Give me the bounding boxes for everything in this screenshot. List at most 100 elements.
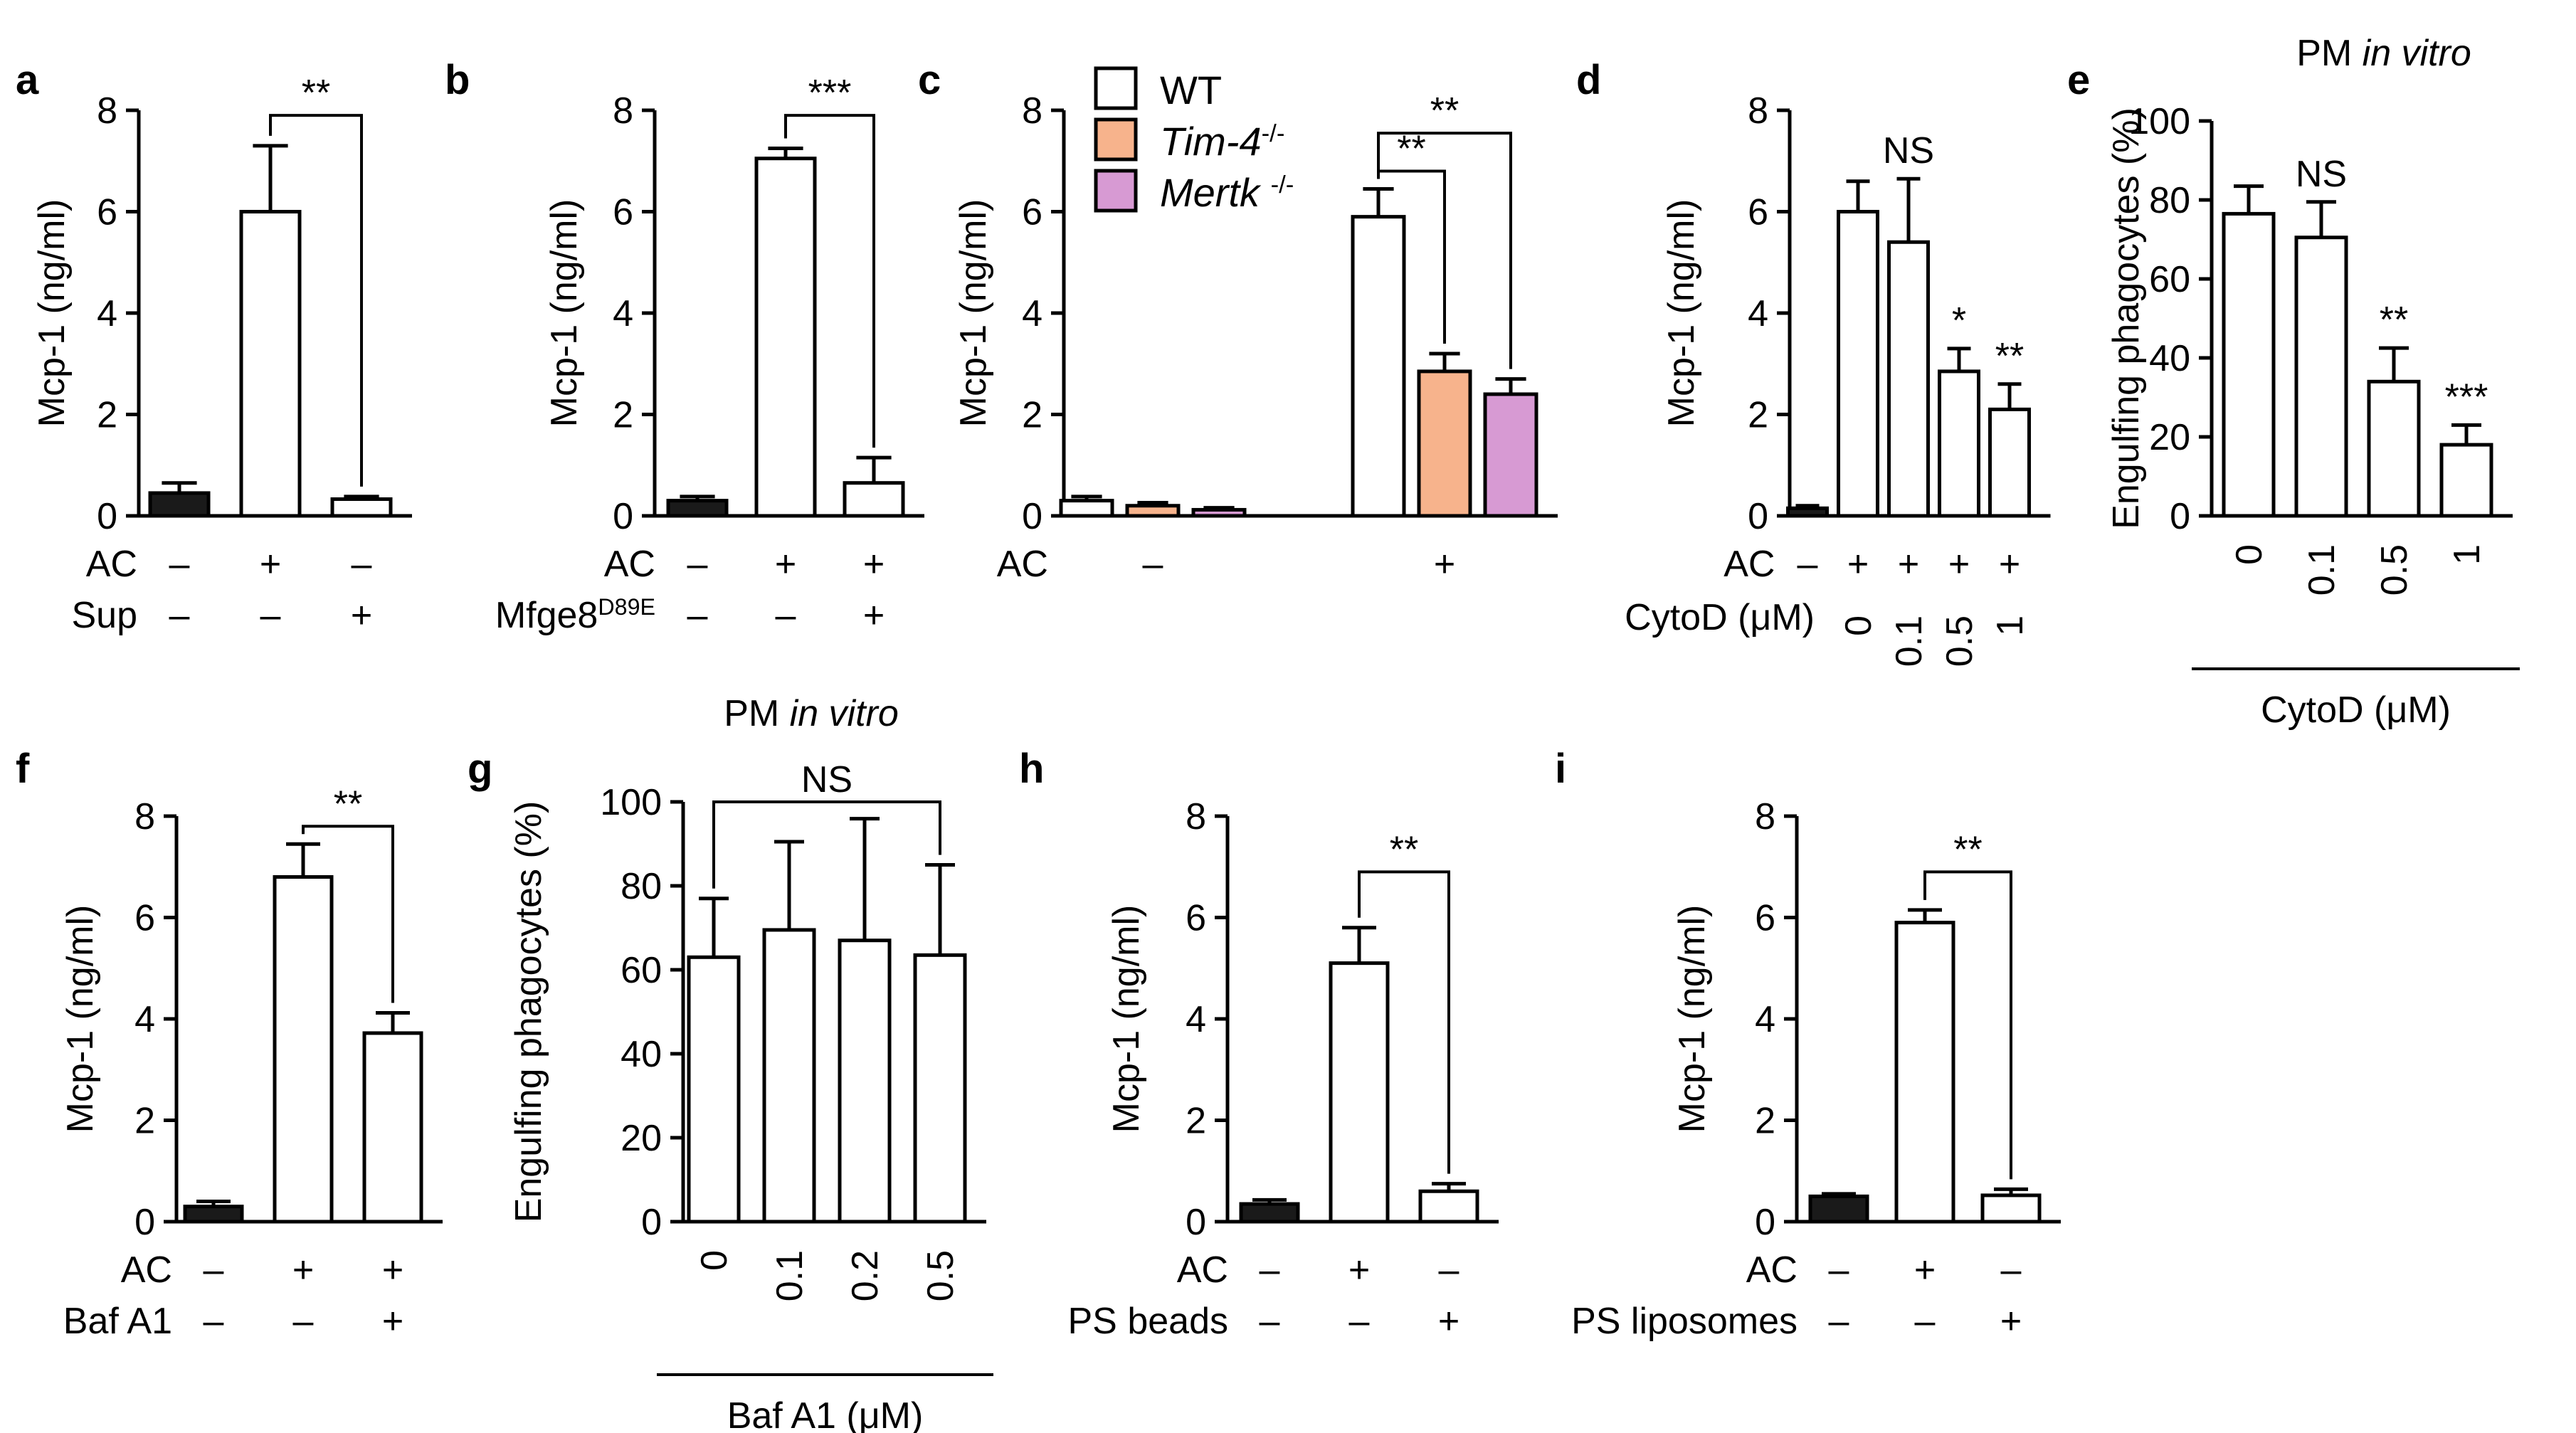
bar xyxy=(1483,392,1538,518)
condition-label: PS liposomes xyxy=(1571,1301,1798,1342)
y-tick-label: 60 xyxy=(2149,259,2190,300)
condition-sign: – xyxy=(204,1301,224,1342)
y-tick-label: 8 xyxy=(1755,796,1775,837)
panel-letter: b xyxy=(445,57,470,103)
condition-sign: – xyxy=(687,595,708,636)
condition-sign: – xyxy=(1915,1301,1936,1342)
condition-label: AC xyxy=(997,544,1048,585)
bar xyxy=(1417,369,1472,518)
significance-bracket xyxy=(1923,870,2012,1180)
condition-label: AC xyxy=(1746,1249,1798,1291)
x-tick-label: 0.1 xyxy=(769,1250,811,1301)
label-part: PM xyxy=(2296,33,2362,74)
x-axis-label: Baf A1 (μM) xyxy=(727,1395,924,1433)
significance-label: NS xyxy=(801,759,852,800)
y-axis-label: Mcp-1 (ng/ml) xyxy=(953,199,994,428)
condition-sign: + xyxy=(2000,1301,2022,1342)
x-tick-label: 0 xyxy=(694,1250,735,1271)
label-part: WT xyxy=(1160,68,1222,112)
bar-significance: NS xyxy=(2296,154,2347,195)
bar xyxy=(1887,240,1930,518)
y-axis-label: Mcp-1 (ng/ml) xyxy=(1672,905,1713,1133)
significance-label: ** xyxy=(302,73,330,114)
label-part: Tim-4 xyxy=(1160,119,1262,164)
y-axis-label: Engulfing phagocytes (%) xyxy=(508,801,549,1223)
y-tick-label: 4 xyxy=(1748,293,1768,334)
panel-letter: e xyxy=(2067,57,2090,103)
panel-letter: d xyxy=(1576,57,1601,103)
y-tick-label: 4 xyxy=(1022,293,1042,334)
x-tick-label: 0 xyxy=(1838,615,1879,636)
y-tick-label: 0 xyxy=(1755,1202,1775,1243)
condition-sign: – xyxy=(776,595,796,636)
y-tick-label: 2 xyxy=(134,1101,155,1142)
y-tick-label: 60 xyxy=(621,950,662,991)
label-part: Mertk xyxy=(1160,170,1271,215)
y-tick-label: 2 xyxy=(1755,1101,1775,1142)
condition-label: PS beads xyxy=(1068,1301,1229,1342)
y-tick-label: 8 xyxy=(1186,796,1206,837)
y-tick-label: 8 xyxy=(613,90,633,132)
significance-label: *** xyxy=(808,73,852,114)
y-tick-label: 8 xyxy=(97,90,117,132)
significance-bracket xyxy=(269,114,363,487)
condition-label: Baf A1 xyxy=(63,1301,172,1342)
x-tick-label: 1 xyxy=(2446,544,2488,565)
legend-label: Tim-4-/- xyxy=(1160,119,1284,164)
label-part: in vitro xyxy=(790,693,899,734)
y-tick-label: 4 xyxy=(97,293,117,334)
panel-letter: h xyxy=(1019,746,1044,792)
y-tick-label: 4 xyxy=(134,999,155,1040)
condition-sign: – xyxy=(204,1249,224,1291)
bar xyxy=(1894,921,1955,1224)
bar xyxy=(1329,961,1390,1224)
y-tick-label: 6 xyxy=(1186,898,1206,939)
y-tick-label: 2 xyxy=(613,395,633,436)
panel-letter: a xyxy=(16,57,39,103)
bar xyxy=(762,928,816,1224)
condition-sign: – xyxy=(260,595,281,636)
significance-label: ** xyxy=(1430,90,1459,132)
condition-sign: + xyxy=(1847,544,1869,585)
significance-label: ** xyxy=(1390,829,1418,870)
y-tick-label: 0 xyxy=(1022,496,1042,537)
significance-bracket xyxy=(302,825,394,1003)
bar-significance: NS xyxy=(1883,130,1934,171)
condition-sign: – xyxy=(169,544,190,585)
condition-label: Sup xyxy=(71,595,137,636)
condition-sign: – xyxy=(687,544,708,585)
y-tick-label: 6 xyxy=(97,192,117,233)
bar xyxy=(2294,236,2348,518)
bar-significance: * xyxy=(1952,300,1966,342)
panel-letter: f xyxy=(16,746,30,792)
label-part: -/- xyxy=(1271,171,1294,199)
condition-sign: – xyxy=(293,1301,314,1342)
y-tick-label: 40 xyxy=(621,1034,662,1075)
x-tick-label: 0.5 xyxy=(1939,615,1980,667)
bar-significance: *** xyxy=(2445,376,2488,418)
x-unit-label: CytoD (μM) xyxy=(1625,597,1815,638)
bar xyxy=(1191,507,1247,518)
y-tick-label: 2 xyxy=(1022,395,1042,436)
condition-sign: + xyxy=(1434,544,1455,585)
condition-sign: + xyxy=(863,544,885,585)
condition-sign: – xyxy=(1439,1249,1459,1291)
bar-significance: ** xyxy=(2380,300,2408,341)
bar xyxy=(148,491,211,518)
y-tick-label: 8 xyxy=(1022,90,1042,132)
condition-sign: – xyxy=(1349,1301,1370,1342)
x-tick-label: 0.2 xyxy=(845,1250,886,1301)
condition-sign: + xyxy=(1438,1301,1459,1342)
x-axis-label: CytoD (μM) xyxy=(2261,689,2451,731)
condition-sign: + xyxy=(260,544,281,585)
significance-bracket xyxy=(1377,132,1512,369)
y-tick-label: 80 xyxy=(621,866,662,907)
bar xyxy=(838,938,892,1224)
panel-letter: c xyxy=(918,57,941,103)
y-tick-label: 2 xyxy=(1186,1101,1206,1142)
legend-swatch xyxy=(1094,169,1138,213)
